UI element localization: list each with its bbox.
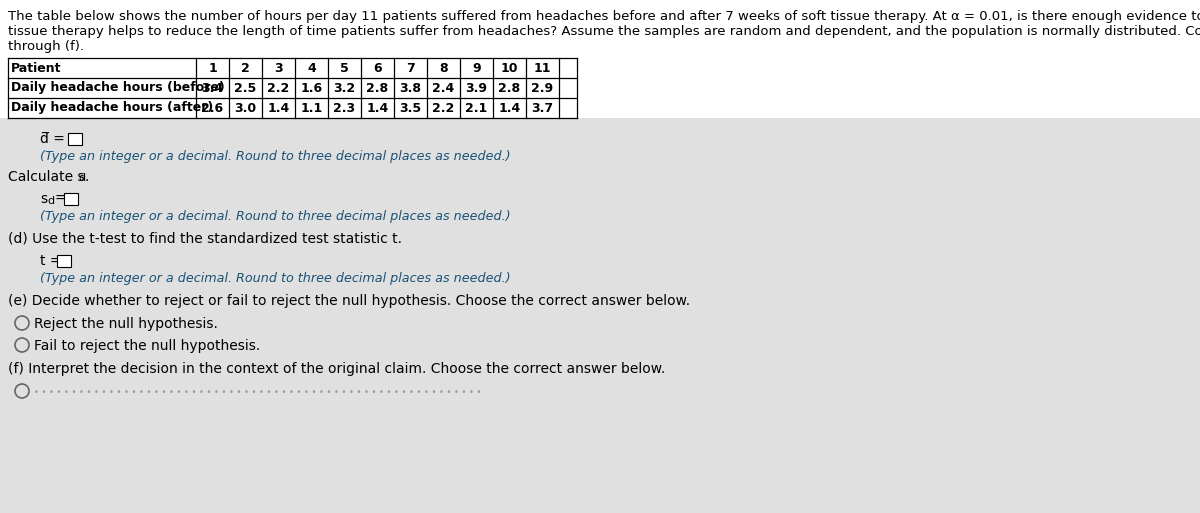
Text: 1: 1 [208,62,217,74]
Text: 1.6: 1.6 [300,82,323,94]
Text: tissue therapy helps to reduce the length of time patients suffer from headaches: tissue therapy helps to reduce the lengt… [8,25,1200,38]
Text: 2.9: 2.9 [532,82,553,94]
Text: (d) Use the t-test to find the standardized test statistic t.: (d) Use the t-test to find the standardi… [8,232,402,246]
Text: Fail to reject the null hypothesis.: Fail to reject the null hypothesis. [34,339,260,353]
Text: 2.8: 2.8 [366,82,389,94]
Bar [68,133,82,145]
Text: through (f).: through (f). [8,40,84,53]
Text: 7: 7 [406,62,415,74]
Text: 2.1: 2.1 [466,102,487,114]
Text: 11: 11 [534,62,551,74]
Text: (Type an integer or a decimal. Round to three decimal places as needed.): (Type an integer or a decimal. Round to … [40,210,511,223]
Text: t =: t = [40,254,61,268]
Text: 2: 2 [241,62,250,74]
Text: 5: 5 [340,62,349,74]
Text: Patient: Patient [11,62,61,74]
Text: Daily headache hours (after): Daily headache hours (after) [11,102,214,114]
Text: 3.5: 3.5 [400,102,421,114]
Text: 9: 9 [472,62,481,74]
Text: 3.9: 3.9 [466,82,487,94]
Bar [0,118,1200,513]
Text: (Type an integer or a decimal. Round to three decimal places as needed.): (Type an integer or a decimal. Round to … [40,272,511,285]
Text: Calculate s: Calculate s [8,170,85,184]
Text: =: = [54,192,66,206]
Text: d: d [47,196,54,206]
Text: 2.5: 2.5 [234,82,257,94]
Text: 3.7: 3.7 [532,102,553,114]
Text: Daily headache hours (before): Daily headache hours (before) [11,82,224,94]
Text: (e) Decide whether to reject or fail to reject the null hypothesis. Choose the c: (e) Decide whether to reject or fail to … [8,294,690,308]
Text: (f) Interpret the decision in the context of the original claim. Choose the corr: (f) Interpret the decision in the contex… [8,362,665,376]
Text: s: s [40,192,47,206]
Text: 1.4: 1.4 [366,102,389,114]
Text: Reject the null hypothesis.: Reject the null hypothesis. [34,317,218,331]
Text: 2.2: 2.2 [268,82,289,94]
Text: 3.2: 3.2 [334,82,355,94]
Text: 3.0: 3.0 [234,102,257,114]
Text: 3.4: 3.4 [202,82,223,94]
Bar [64,193,78,205]
Text: 10: 10 [500,62,518,74]
Text: d̅ =: d̅ = [40,132,65,146]
Text: 8: 8 [439,62,448,74]
Text: 2.8: 2.8 [498,82,521,94]
Text: (Type an integer or a decimal. Round to three decimal places as needed.): (Type an integer or a decimal. Round to … [40,150,511,163]
Text: .: . [85,170,89,184]
Text: 4: 4 [307,62,316,74]
Text: The table below shows the number of hours per day 11 patients suffered from head: The table below shows the number of hour… [8,10,1200,23]
Text: 1.4: 1.4 [498,102,521,114]
Text: 1.1: 1.1 [300,102,323,114]
Text: 3: 3 [274,62,283,74]
Text: 3.8: 3.8 [400,82,421,94]
Text: 2.3: 2.3 [334,102,355,114]
Text: 2.4: 2.4 [432,82,455,94]
Text: 2.2: 2.2 [432,102,455,114]
Text: 2.6: 2.6 [202,102,223,114]
Bar [58,255,71,267]
Text: 6: 6 [373,62,382,74]
Text: d: d [78,173,85,183]
Text: 1.4: 1.4 [268,102,289,114]
Text: • • • • • • • • • • • • • • • • • • • • • • • • • • • • • • • • • • • • • • • • : • • • • • • • • • • • • • • • • • • • • … [34,388,484,397]
